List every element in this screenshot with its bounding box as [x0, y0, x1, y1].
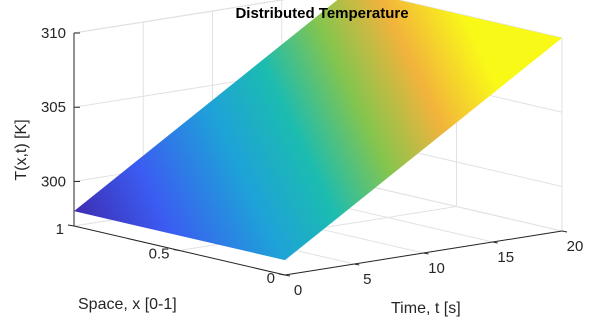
space-tick — [278, 273, 286, 276]
chart-title: Distributed Temperature — [235, 5, 408, 22]
z-axis-label: T(x,t) [K] — [13, 119, 30, 180]
axis-ticks: 0 5 10 15 20 0 0.5 1 300 305 310 — [41, 25, 583, 299]
time-tick — [492, 241, 498, 244]
time-axis-label: Time, t [s] — [391, 300, 461, 317]
space-tick — [173, 249, 180, 251]
space-axis-label: Space, x [0-1] — [78, 296, 177, 313]
time-tick-label: 5 — [363, 271, 371, 288]
temperature-surface — [74, 0, 562, 261]
space-tick — [67, 224, 75, 227]
time-tick-label: 15 — [497, 249, 514, 266]
z-tick-label: 300 — [41, 173, 66, 190]
time-tick — [561, 230, 568, 233]
space-tick-label: 0.5 — [149, 246, 170, 263]
time-tick — [354, 263, 360, 266]
z-tick-label: 310 — [41, 25, 66, 42]
time-tick-label: 10 — [428, 260, 445, 277]
time-tick-label: 20 — [567, 238, 584, 255]
space-tick-label: 0 — [267, 270, 275, 287]
space-tick-label: 1 — [56, 221, 64, 238]
z-tick-label: 305 — [41, 99, 66, 116]
time-tick — [423, 252, 429, 255]
time-tick-label: 0 — [294, 282, 302, 299]
time-tick — [284, 274, 291, 277]
z-gridline-back — [73, 0, 285, 34]
